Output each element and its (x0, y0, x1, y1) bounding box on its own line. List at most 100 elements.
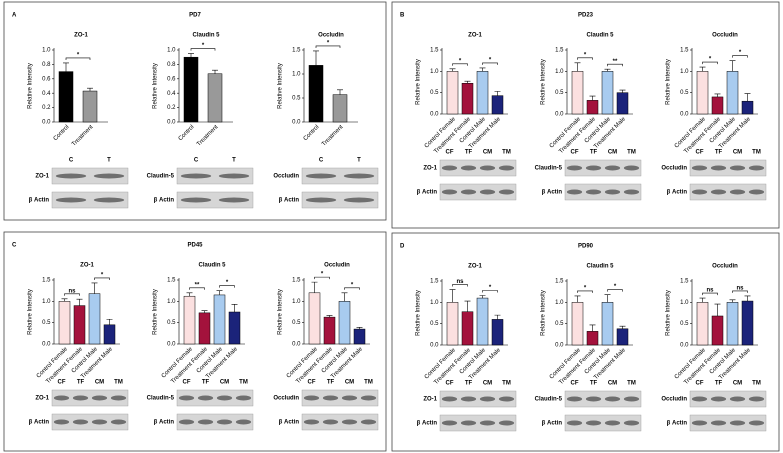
y-tick-label: 0.5 (42, 320, 51, 326)
y-tick-label: 1.0 (292, 299, 301, 305)
blot-row-label: ZO-1 (35, 174, 49, 180)
bar (726, 302, 739, 346)
blot-band (566, 396, 583, 402)
error-bar (212, 69, 218, 74)
lane-label: TM (502, 150, 511, 156)
blot-band (235, 395, 252, 401)
y-tick-label: 0.2 (167, 105, 176, 111)
lane-label: CM (345, 380, 354, 386)
lane-label: TM (752, 150, 761, 156)
bar (461, 83, 474, 115)
blot-row-label: β Actin (667, 421, 688, 427)
blot-row-label: β Actin (154, 198, 175, 204)
significance-label: * (709, 57, 712, 63)
y-axis-label: Relative Intensity (28, 63, 34, 109)
y-tick-label: 0.0 (292, 342, 301, 348)
blot-strip (564, 183, 642, 201)
y-tick-label: 0.0 (555, 112, 564, 118)
y-axis-label: Relative Intensity (28, 289, 34, 335)
significance-label: ** (195, 282, 200, 288)
blot-band (604, 165, 621, 171)
significance-bracket (732, 55, 748, 58)
lane-label: TF (590, 381, 598, 387)
bar (616, 328, 629, 346)
error-bar (188, 53, 194, 58)
y-axis-label: Relative Intensity (278, 289, 284, 335)
significance-label: * (584, 52, 587, 58)
bar (213, 294, 226, 345)
y-tick-label: 1.5 (430, 279, 439, 285)
blot-strip (689, 159, 767, 177)
error-bar (464, 300, 471, 312)
y-tick-label: 1.5 (680, 48, 689, 54)
blot-band (441, 396, 458, 402)
significance-bracket (65, 57, 91, 60)
bar (491, 95, 504, 115)
blot-band (691, 396, 708, 402)
lane-label: CF (571, 381, 579, 387)
blot-band (729, 189, 746, 195)
blot-band (623, 165, 640, 171)
bar (308, 292, 321, 345)
lane-label: CF (308, 380, 316, 386)
blot-band (623, 189, 640, 195)
blot-band (322, 419, 339, 425)
lane-label: CM (608, 381, 617, 387)
y-tick-label: 1.0 (430, 69, 439, 75)
bar (332, 94, 348, 123)
lane-label: C (194, 158, 199, 164)
y-tick-label: 1.0 (167, 48, 176, 54)
blot-band (566, 420, 583, 426)
significance-label: * (739, 50, 742, 56)
y-axis-label: Relative Intensity (153, 63, 159, 109)
blot-row-label: Claudin-5 (535, 397, 563, 403)
panel-title: PD45 (187, 243, 203, 249)
bar (741, 300, 754, 346)
y-tick-label: 1.0 (680, 69, 689, 75)
significance-label: ** (613, 59, 618, 65)
blot-band (360, 395, 377, 401)
significance-label: * (226, 280, 229, 286)
significance-bracket (482, 62, 498, 65)
significance-bracket (94, 277, 110, 280)
lane-label: TF (465, 381, 473, 387)
error-bar (729, 60, 736, 72)
y-tick-label: 0.0 (167, 342, 176, 348)
significance-label: * (584, 286, 587, 292)
chart-title: Claudin 5 (586, 264, 614, 270)
bar (58, 301, 71, 345)
blot-row-label: β Actin (154, 420, 175, 426)
bar (586, 331, 599, 346)
panel-title: PD90 (578, 244, 594, 250)
error-bar (313, 50, 319, 66)
lane-label: CM (483, 150, 492, 156)
blot-row-label: β Actin (29, 420, 50, 426)
bar (696, 302, 709, 346)
blot-band (180, 197, 212, 203)
y-tick-label: 1.5 (292, 278, 301, 284)
lane-label: CF (183, 380, 191, 386)
blot-row-label: ZO-1 (423, 397, 437, 403)
blot-strip (689, 183, 767, 201)
blot-band (216, 419, 233, 425)
significance-bracket (315, 45, 341, 48)
blot-band (623, 396, 640, 402)
blot-band (305, 173, 337, 179)
bar (726, 71, 739, 115)
blot-band (566, 165, 583, 171)
blot-strip (564, 414, 642, 432)
error-bar (699, 297, 706, 303)
blot-band (498, 396, 515, 402)
lane-label: T (232, 158, 236, 164)
error-bar (449, 68, 456, 72)
blot-band (216, 395, 233, 401)
error-bar (61, 298, 68, 302)
chart-title: Claudin 5 (586, 33, 614, 39)
blot-band (110, 395, 127, 401)
error-bar (494, 91, 501, 96)
bar (88, 293, 101, 345)
bar (491, 319, 504, 346)
y-tick-label: 1.0 (430, 300, 439, 306)
blot-band (585, 189, 602, 195)
blot-band (91, 395, 108, 401)
